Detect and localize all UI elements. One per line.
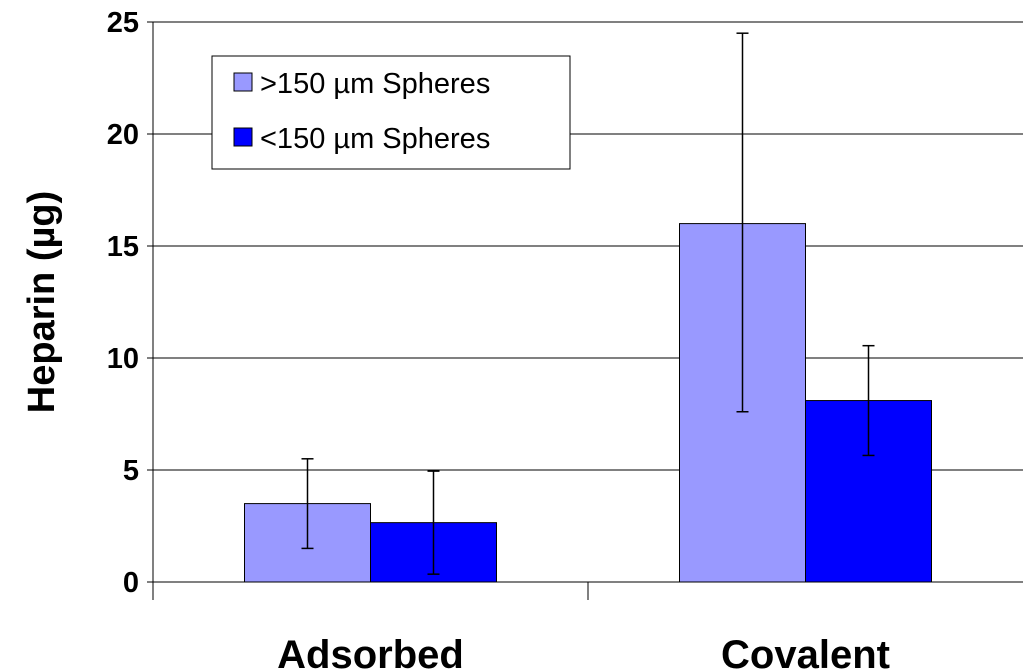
y-tick-label: 10 (107, 343, 139, 375)
category-labels: Adsorbed Covalent (277, 633, 890, 671)
legend-label: <150 µm Spheres (260, 123, 490, 155)
axes (147, 21, 1023, 600)
y-axis-label: Heparin (µg) (21, 191, 63, 413)
y-tick-label: 20 (107, 119, 139, 151)
legend-label: >150 µm Spheres (260, 68, 490, 100)
y-tick-label: 5 (123, 455, 139, 487)
legend-swatch (233, 72, 253, 92)
category-label-covalent: Covalent (721, 633, 890, 671)
y-tick-labels: 0 5 10 15 20 25 (107, 7, 139, 599)
bars (244, 223, 932, 583)
y-tick-label: 15 (107, 231, 139, 263)
legend: >150 µm Spheres <150 µm Spheres (211, 55, 571, 170)
category-label-adsorbed: Adsorbed (277, 633, 464, 671)
error-bars (301, 32, 875, 575)
y-tick-label: 25 (107, 7, 139, 39)
legend-box (211, 55, 571, 170)
legend-swatch (233, 127, 253, 147)
y-tick-label: 0 (123, 567, 139, 599)
